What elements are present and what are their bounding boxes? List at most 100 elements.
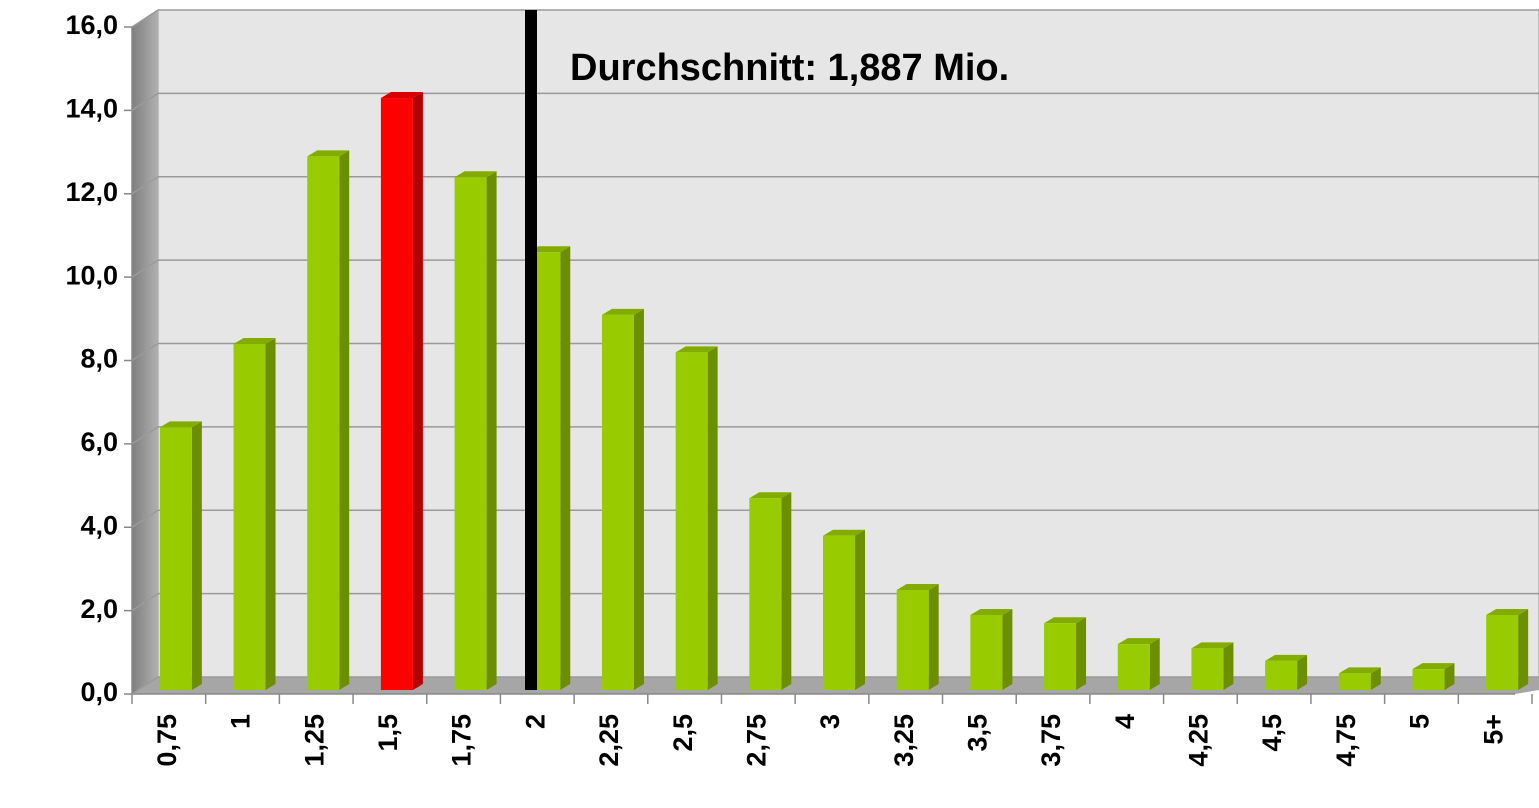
- grid-line: [131, 9, 1539, 28]
- bar: [1412, 663, 1455, 690]
- x-tick-label: 2: [520, 714, 550, 729]
- bar-side: [855, 529, 865, 690]
- bar: [307, 150, 350, 690]
- bar: [233, 337, 276, 690]
- y-tick-label: 8,0: [80, 344, 118, 374]
- y-tick-label: 4,0: [80, 510, 118, 540]
- bar-side: [707, 346, 718, 690]
- bar-top: [1117, 638, 1160, 645]
- bar-top: [823, 529, 865, 536]
- bar-top: [1338, 667, 1381, 674]
- bar: [1191, 642, 1234, 690]
- bar: [1486, 608, 1529, 690]
- bar-top: [1486, 608, 1529, 615]
- x-tick-label: 3: [815, 714, 845, 729]
- bar-side: [412, 92, 423, 691]
- bar-side: [1518, 608, 1529, 690]
- bar: [749, 492, 792, 690]
- x-tick-label: 3,75: [1036, 714, 1066, 767]
- bars: [159, 92, 1529, 691]
- x-tick-label: 1,5: [373, 714, 403, 752]
- bar-top: [1412, 663, 1455, 670]
- bar-top: [675, 346, 718, 353]
- grid-line: [131, 176, 1539, 195]
- x-tick-label: 1,25: [299, 714, 329, 767]
- bar-top: [896, 583, 939, 590]
- bar-front: [823, 535, 855, 690]
- y-tick-label: 10,0: [65, 260, 118, 290]
- bar: [1044, 617, 1087, 690]
- bar: [1338, 667, 1381, 690]
- bar-front: [159, 427, 192, 690]
- bar-side: [486, 171, 497, 690]
- bar-front: [1117, 644, 1150, 690]
- x-tick-label: 4,75: [1331, 714, 1361, 767]
- bar-front: [1486, 614, 1519, 690]
- x-tick-label: 1,75: [447, 714, 477, 767]
- bar: [1117, 638, 1160, 690]
- bar-front: [1338, 673, 1371, 690]
- y-tick-label: 6,0: [80, 427, 118, 457]
- bar-front: [307, 156, 340, 690]
- bar: [454, 171, 497, 690]
- bar-front: [1044, 623, 1077, 690]
- x-tick-label: 0,75: [152, 714, 182, 767]
- bar-top: [454, 171, 497, 178]
- labels: 0,0 2,0 4,0 6,0 8,0 10,0 12,0 14,0 16,0 0,75 1 1,25…: [65, 10, 1508, 766]
- bar-side: [1444, 663, 1455, 690]
- grid-line: [131, 426, 1539, 445]
- bar-top: [1191, 642, 1234, 649]
- bar-top: [601, 308, 644, 315]
- grid-line: [131, 592, 1539, 612]
- x-tick-label: 2,75: [741, 714, 771, 767]
- annotation: Durchschnitt: 1,887 Mio.: [570, 47, 1009, 89]
- bar-side: [633, 308, 644, 690]
- bar-side: [1002, 608, 1013, 690]
- x-tick-label: 3,25: [889, 714, 919, 767]
- bar-side: [928, 583, 939, 690]
- bar-top: [233, 337, 276, 344]
- bar-side: [1370, 667, 1381, 690]
- bar: [159, 421, 202, 690]
- bar-front: [233, 343, 266, 690]
- grid-line: [131, 509, 1539, 528]
- bar: [601, 308, 644, 690]
- bar: [675, 346, 718, 690]
- bar-front: [896, 589, 929, 690]
- y-tick-label: 12,0: [65, 177, 118, 207]
- x-tick-label: 2,5: [668, 714, 698, 752]
- y-tick-label: 14,0: [65, 94, 118, 124]
- grid-line: [131, 342, 1539, 362]
- x-tick-label: 5+: [1478, 714, 1508, 745]
- bar-side: [1223, 642, 1234, 690]
- bar-side: [191, 421, 202, 690]
- bar-side: [1297, 654, 1308, 690]
- bar-front: [675, 352, 708, 690]
- bar-side: [265, 337, 276, 690]
- y-tick-label: 2,0: [80, 594, 118, 624]
- bar-front: [1412, 669, 1445, 690]
- bar-top: [159, 421, 202, 428]
- bar-front: [1265, 660, 1298, 690]
- bar-side: [1076, 617, 1087, 690]
- bar: [970, 608, 1013, 690]
- bar: [896, 583, 939, 690]
- bar: [1265, 654, 1308, 690]
- y-tick-label: 16,0: [65, 10, 118, 40]
- bar-front: [970, 614, 1003, 690]
- bar-top: [380, 92, 423, 99]
- bar-side: [781, 492, 792, 690]
- bar: [380, 92, 423, 691]
- bar-side: [1149, 638, 1160, 690]
- bar-top: [1265, 654, 1308, 661]
- x-tick-label: 3,5: [962, 714, 992, 752]
- bar-side: [339, 150, 350, 690]
- x-tick-label: 5: [1405, 714, 1435, 729]
- bar-top: [528, 246, 571, 253]
- bar-side: [560, 246, 571, 690]
- bar-front: [380, 98, 413, 691]
- grid-line: [131, 259, 1539, 278]
- bar-top: [307, 150, 350, 157]
- grid-line: [131, 92, 1539, 112]
